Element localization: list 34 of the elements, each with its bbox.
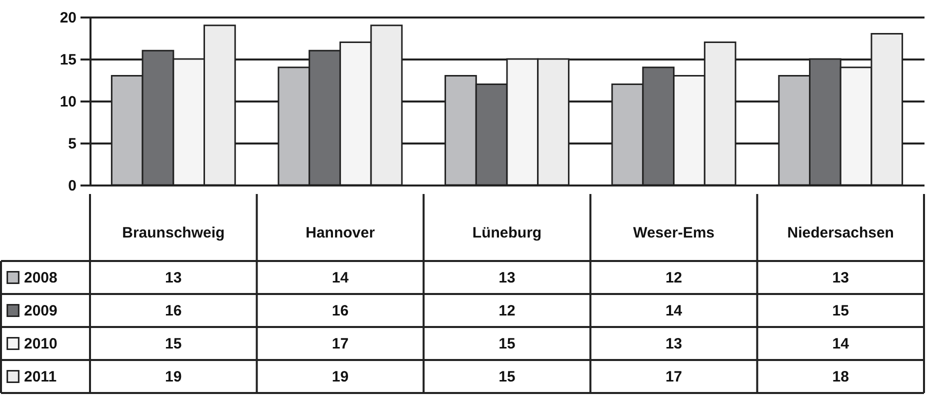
x-tick-label: Lüneburg: [472, 224, 542, 242]
y-tick-label: 15: [60, 52, 76, 68]
data-label: 16: [332, 302, 349, 320]
y-tick-label: 20: [60, 10, 76, 26]
data-label: 15: [165, 336, 182, 352]
data-label: 18: [832, 368, 849, 386]
data-label: 15: [498, 336, 516, 352]
x-tick-label: Niedersachsen: [787, 224, 894, 242]
data-label: 13: [832, 270, 849, 286]
data-label: 13: [165, 270, 182, 286]
y-tick-label: 10: [60, 94, 76, 110]
data-label: 14: [665, 302, 683, 320]
data-label: 14: [832, 336, 850, 352]
data-label: 19: [332, 368, 349, 386]
data-label: 14: [332, 270, 350, 286]
data-label: 19: [165, 368, 182, 386]
legend-label: 2011: [24, 368, 57, 386]
data-label: 17: [665, 368, 682, 386]
legend-label: 2008: [24, 270, 58, 286]
y-tick-label: 5: [68, 136, 76, 152]
data-label: 12: [665, 270, 682, 286]
x-tick-label: Hannover: [306, 224, 375, 242]
data-label: 13: [665, 336, 682, 352]
data-label: 15: [832, 302, 849, 320]
y-tick-label: 0: [68, 178, 76, 194]
x-tick-label: Weser-Ems: [633, 224, 715, 242]
legend-label: 2010: [24, 336, 58, 352]
legend-label: 2009: [24, 302, 58, 320]
data-label: 13: [498, 270, 516, 286]
data-label: 15: [498, 368, 516, 386]
data-label: 16: [165, 302, 182, 320]
data-label: 17: [332, 336, 349, 352]
data-label: 12: [498, 302, 516, 320]
x-tick-label: Braunschweig: [122, 224, 225, 242]
